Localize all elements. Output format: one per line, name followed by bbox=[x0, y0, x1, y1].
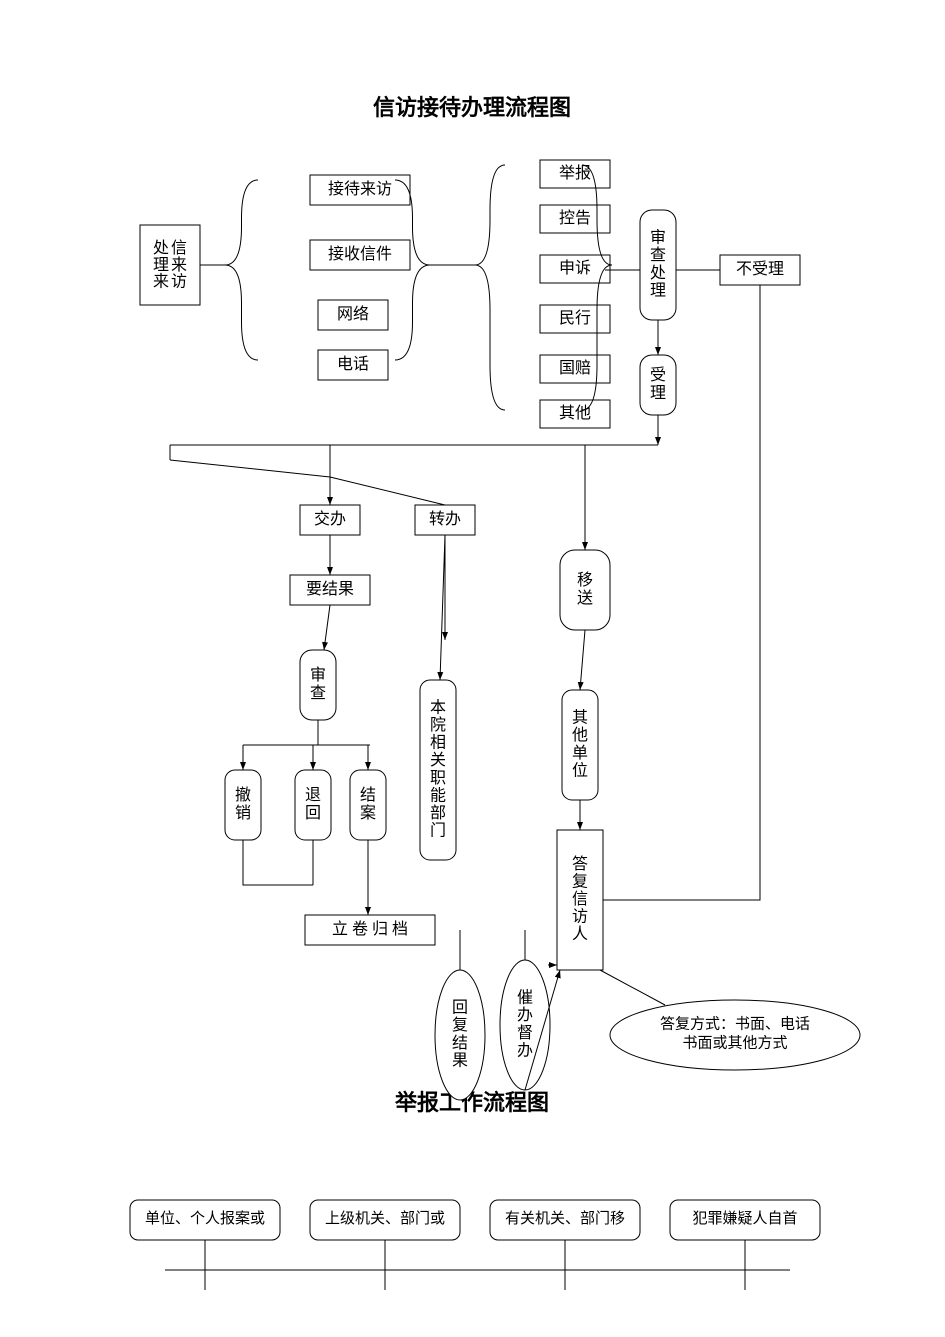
node-label-huifu: 回复结果 bbox=[452, 999, 468, 1069]
brace bbox=[475, 165, 505, 410]
node-label-b2: 上级机关、部门或 bbox=[325, 1210, 445, 1227]
edge bbox=[330, 477, 445, 505]
node-label-tuihui: 退回 bbox=[305, 786, 321, 822]
node-label-lijuan: 立 卷 归 档 bbox=[332, 920, 408, 938]
edge bbox=[324, 605, 330, 650]
node-label-b3: 有关机关、部门移 bbox=[505, 1210, 625, 1227]
node-label-qitadanwei: 其他单位 bbox=[572, 708, 588, 779]
node-label-shouli: 受理 bbox=[650, 366, 666, 402]
node-label-yisong: 移送 bbox=[577, 571, 593, 607]
node-label-b1: 单位、个人报案或 bbox=[145, 1209, 265, 1227]
node-label-net: 网络 bbox=[337, 304, 369, 323]
node-label-b4: 犯罪嫌疑人自首 bbox=[692, 1210, 797, 1227]
node-label-shencha_chuli: 审查处理 bbox=[650, 228, 666, 299]
node-label-yaojieguo: 要结果 bbox=[306, 580, 354, 598]
node-label-jiaoban: 交办 bbox=[314, 510, 346, 528]
node-label-start: 处理来信来访 bbox=[153, 239, 187, 291]
brace bbox=[225, 180, 258, 360]
node-label-cuiban: 催办督办 bbox=[517, 988, 533, 1059]
node-label-jiean: 结案 bbox=[360, 786, 376, 822]
node-label-zhuanban: 转办 bbox=[429, 510, 461, 528]
node-label-minxing: 民行 bbox=[559, 309, 591, 327]
edge bbox=[603, 285, 760, 900]
node-label-qita: 其他 bbox=[559, 404, 591, 422]
flowchart-svg: 信访接待办理流程图举报工作流程图处理来信来访接待来访接收信件网络电话举报控告申诉… bbox=[0, 0, 945, 1337]
node-label-shencha2: 审查 bbox=[310, 666, 326, 702]
node-label-shensu: 申诉 bbox=[559, 259, 591, 277]
node-label-guopei: 国赔 bbox=[559, 359, 591, 377]
node-label-dafu: 答复信访人 bbox=[572, 854, 588, 942]
edge bbox=[600, 970, 665, 1005]
edge bbox=[580, 630, 585, 690]
edge bbox=[170, 460, 330, 477]
flowchart-container: 信访接待办理流程图举报工作流程图处理来信来访接待来访接收信件网络电话举报控告申诉… bbox=[0, 0, 945, 1337]
diagram-title: 信访接待办理流程图 bbox=[373, 95, 571, 120]
node-label-bushouli: 不受理 bbox=[736, 260, 784, 278]
node-label-phone: 电话 bbox=[337, 355, 369, 373]
node-label-recv_mail: 接收信件 bbox=[328, 245, 392, 263]
node-label-benyuan: 本院相关职能部门 bbox=[430, 698, 446, 839]
node-label-konggao: 控告 bbox=[559, 209, 591, 227]
node-label-chexiao: 撤销 bbox=[235, 786, 251, 822]
node-label-recv_visit: 接待来访 bbox=[328, 180, 392, 198]
edge bbox=[243, 840, 313, 885]
edge bbox=[440, 535, 445, 680]
